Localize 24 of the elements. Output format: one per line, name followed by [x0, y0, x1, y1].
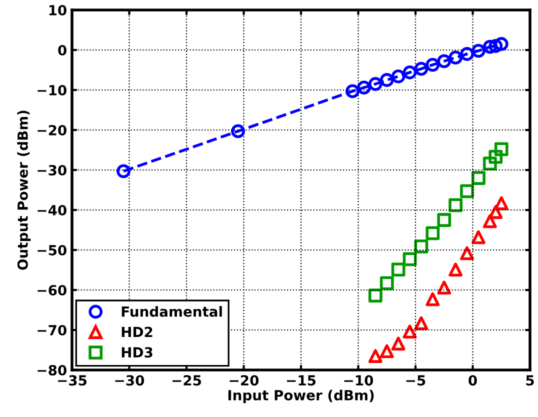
x-tick-label: 5	[526, 375, 534, 386]
legend-label: HD3	[122, 347, 152, 358]
x-tick-label: 0	[468, 375, 477, 386]
y-tick-label: −20	[38, 124, 66, 136]
y-tick-label: −50	[38, 244, 66, 256]
y-tick-label: −30	[38, 164, 66, 176]
legend-label: Fundamental	[122, 306, 222, 317]
y-tick-label: −40	[38, 204, 66, 216]
y-tick-label: 10	[49, 4, 66, 16]
y-axis-title: Output Power (dBm)	[17, 110, 31, 270]
x-tick-label: −5	[406, 375, 426, 386]
x-axis-title: Input Power (dBm)	[228, 390, 374, 404]
y-tick-label: −60	[38, 284, 66, 296]
y-tick-label: −80	[38, 364, 66, 376]
y-tick-label: −70	[38, 324, 66, 336]
y-tick-label: 0	[58, 44, 66, 56]
x-tick-label: −20	[230, 375, 259, 386]
x-tick-label: −35	[58, 375, 87, 386]
x-tick-label: −10	[344, 375, 374, 386]
legend-label: HD2	[122, 326, 152, 338]
x-tick-label: −30	[115, 375, 144, 386]
y-tick-label: −10	[38, 84, 66, 96]
x-tick-label: −25	[172, 375, 202, 386]
x-tick-label: −15	[286, 375, 316, 386]
